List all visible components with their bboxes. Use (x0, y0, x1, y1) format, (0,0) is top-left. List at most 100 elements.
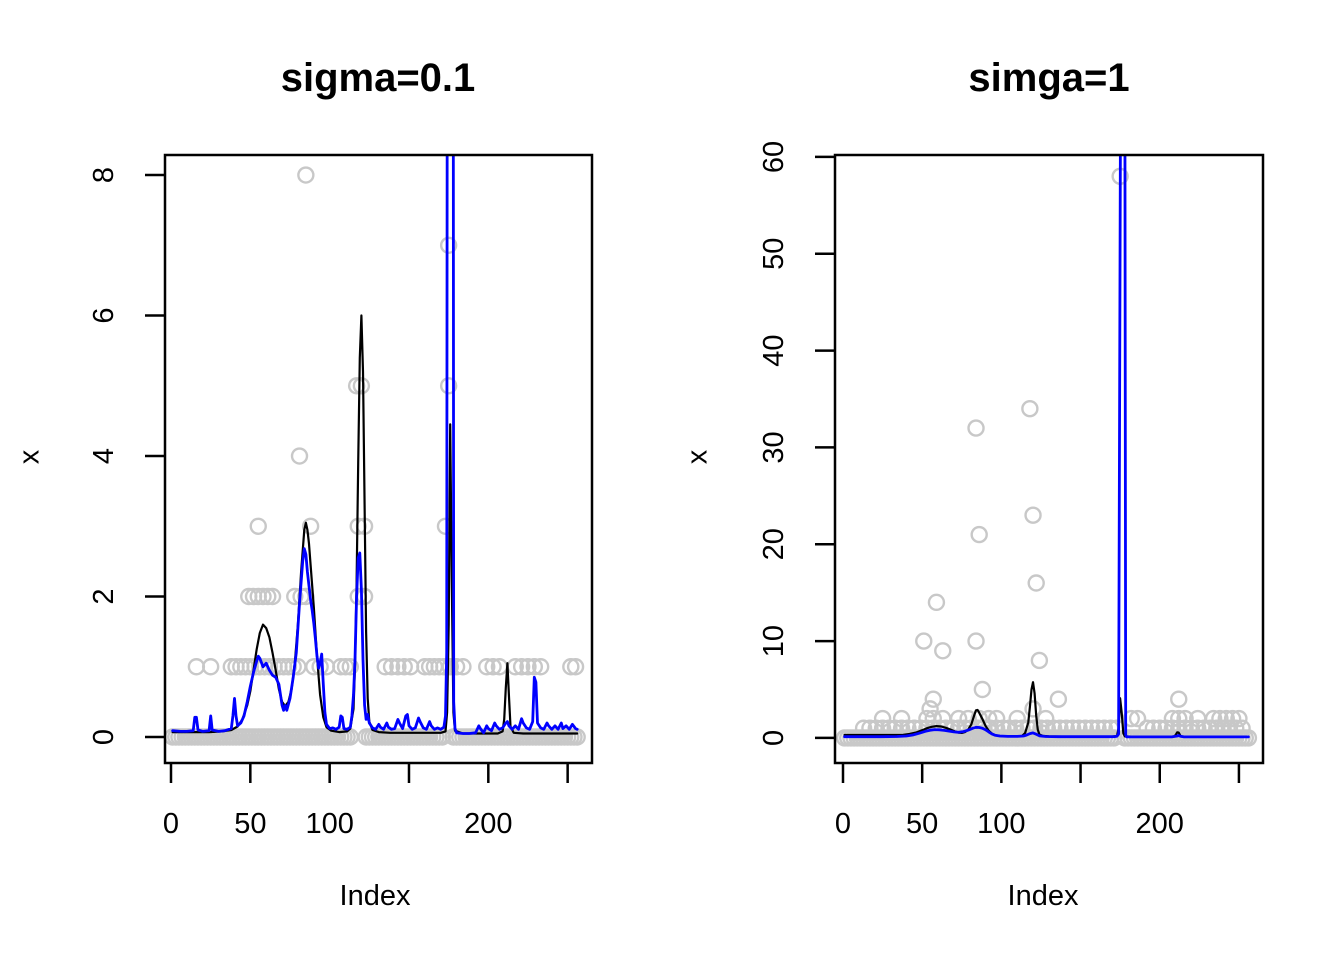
gray-point (259, 587, 277, 606)
gray-point (376, 658, 394, 676)
y-tick-label: 10 (758, 625, 790, 657)
gray-point (949, 719, 968, 737)
tick-labels-0: 0 50 100 200 0 2 4 6 8 (88, 167, 513, 840)
gray-point (439, 236, 458, 254)
observed-counts-points (165, 166, 586, 746)
x-tick-label: 0 (835, 808, 851, 840)
gray-point (1163, 709, 1182, 728)
gray-point (389, 658, 407, 676)
gray-point (525, 658, 544, 676)
gray-point (921, 700, 939, 718)
y-tick-label: 0 (758, 730, 790, 746)
gray-point (1204, 709, 1223, 728)
x-axis-label-right: Index (1007, 880, 1079, 912)
gray-point (290, 447, 309, 465)
panel-0: 0 50 100 200 0 2 4 6 8 (88, 153, 594, 840)
y-tick-label: 40 (758, 334, 790, 366)
gray-point (1030, 651, 1049, 670)
gray-point (915, 632, 933, 650)
gray-point (970, 525, 988, 544)
y-axis-label-right: x (681, 449, 714, 465)
gray-point (484, 658, 502, 676)
plot-box-0 (163, 153, 594, 765)
y-tick-label: 6 (88, 307, 120, 323)
gray-point (566, 658, 585, 676)
gray-point (441, 658, 459, 676)
axes-0 (145, 173, 569, 783)
panel-title-right: simga=1 (968, 56, 1130, 100)
gray-point (1170, 709, 1188, 728)
gray-point (297, 166, 315, 184)
gray-point (201, 658, 220, 676)
estimate-blue (843, 155, 1250, 739)
gray-point (873, 709, 892, 728)
gray-point (512, 658, 531, 676)
y-tick-label: 20 (758, 528, 790, 560)
gray-point (519, 658, 537, 676)
gray-point (1024, 506, 1042, 524)
gray-point (395, 658, 413, 676)
x-axis-label-left: Index (339, 880, 411, 912)
gray-point (1008, 709, 1026, 728)
x-tick-label: 200 (464, 808, 512, 840)
gray-point (439, 377, 458, 395)
y-tick-label: 60 (758, 141, 790, 173)
gray-point (959, 709, 977, 728)
gray-point (927, 593, 946, 612)
gray-point (934, 642, 952, 660)
gray-point (1024, 700, 1042, 718)
gray-point (447, 658, 466, 676)
gray-point (352, 377, 371, 395)
y-tick-label: 30 (758, 431, 790, 463)
panel-title-left: sigma=0.1 (280, 56, 476, 100)
axes-1 (815, 155, 1241, 783)
y-tick-label: 50 (758, 238, 790, 270)
gray-point (336, 658, 355, 676)
gray-point (1049, 690, 1068, 708)
gray-point (332, 658, 350, 676)
gray-point (435, 658, 453, 676)
gray-point (892, 709, 911, 728)
gray-point (249, 517, 267, 535)
gray-point (1021, 399, 1039, 418)
gray-point (934, 709, 952, 728)
gray-point (1211, 709, 1229, 728)
gray-point (478, 658, 496, 676)
gray-point (187, 658, 206, 676)
gray-point (263, 587, 282, 606)
gray-point (454, 658, 472, 676)
gray-point (531, 658, 550, 676)
gray-point (286, 587, 304, 606)
gray-point (254, 587, 272, 606)
gray-point (1217, 709, 1235, 728)
y-tick-label: 4 (88, 448, 120, 464)
gray-point (1230, 709, 1248, 728)
x-tick-label: 50 (906, 808, 938, 840)
gray-point (1176, 709, 1194, 728)
gray-point (967, 632, 985, 650)
gray-point (967, 419, 985, 437)
gray-point (937, 719, 955, 737)
gray-point (382, 658, 401, 676)
gray-point (1223, 709, 1242, 728)
x-tick-label: 50 (234, 808, 266, 840)
tick-labels-1: 0 50 100 200 0 10 20 30 40 50 60 (758, 141, 1184, 840)
gray-point (301, 517, 320, 535)
gray-point (1037, 709, 1055, 728)
y-axis-label-left: x (13, 449, 46, 465)
gray-point (987, 709, 1006, 728)
y-tick-label: 2 (88, 588, 120, 604)
x-tick-label: 100 (977, 808, 1025, 840)
panel-1: 0 50 100 200 0 10 20 30 40 50 60 (758, 141, 1265, 840)
gray-point (949, 709, 968, 728)
plot-box-1 (833, 153, 1265, 765)
x-tick-label: 0 (163, 808, 179, 840)
gray-point (924, 690, 942, 708)
x-tick-label: 200 (1136, 808, 1184, 840)
y-tick-label: 8 (88, 167, 120, 183)
x-tick-label: 100 (305, 808, 353, 840)
gray-point (1170, 690, 1188, 708)
gray-point (973, 680, 992, 699)
